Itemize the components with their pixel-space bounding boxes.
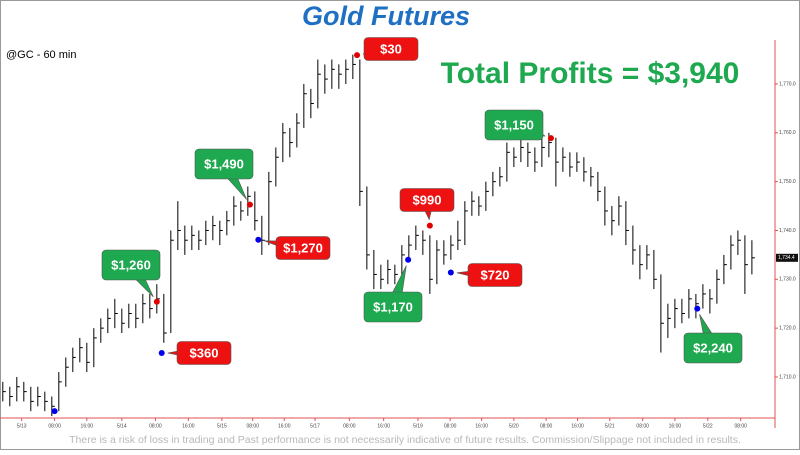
x-tick-label: 08:00 xyxy=(444,423,457,429)
callout-box xyxy=(275,236,331,260)
trade-dot xyxy=(447,269,454,276)
callout-box xyxy=(467,263,523,287)
callout-box xyxy=(363,37,419,61)
chart-title: Gold Futures xyxy=(302,1,470,31)
y-tick-label: 1,710.0 xyxy=(779,374,796,380)
trade-dot xyxy=(694,305,701,312)
callout-label: $360 xyxy=(190,345,219,360)
last-price-label: 1,734.4 xyxy=(778,255,795,261)
total-profits: Total Profits = $3,940 xyxy=(441,57,740,90)
x-tick-label: 08:00 xyxy=(149,423,162,429)
callout-box xyxy=(484,109,544,141)
trade-dot xyxy=(547,135,554,142)
callout-label: $1,270 xyxy=(283,240,323,255)
last-price-box xyxy=(776,253,798,262)
x-tick-label: 5/22 xyxy=(703,423,713,429)
callout-label: $1,490 xyxy=(204,156,244,171)
callout-box xyxy=(399,188,455,212)
trade-dot xyxy=(246,201,253,208)
x-tick-label: 16:00 xyxy=(278,423,291,429)
x-tick-label: 16:00 xyxy=(669,423,682,429)
callout-label: $1,150 xyxy=(494,117,534,132)
callout-box xyxy=(101,249,161,281)
callout-label: $1,260 xyxy=(111,257,151,272)
trade-dot xyxy=(405,256,412,263)
x-tick-label: 08:00 xyxy=(734,423,747,429)
x-tick-label: 5/13 xyxy=(17,423,27,429)
x-tick-label: 5/15 xyxy=(217,423,227,429)
callout-box xyxy=(194,148,254,180)
y-tick-label: 1,740.0 xyxy=(779,228,796,234)
callout-label: $720 xyxy=(481,267,510,282)
callout-label: $1,170 xyxy=(373,299,413,314)
x-tick-label: 5/20 xyxy=(509,423,519,429)
x-tick-label: 08:00 xyxy=(343,423,356,429)
callout-box xyxy=(683,332,743,364)
symbol-label: @GC - 60 min xyxy=(6,49,76,61)
trade-dot xyxy=(354,52,361,59)
y-tick-label: 1,760.0 xyxy=(779,130,796,136)
y-tick-label: 1,770.0 xyxy=(779,81,796,87)
trade-dot xyxy=(158,350,165,357)
x-tick-label: 5/14 xyxy=(117,423,127,429)
y-tick-label: 1,730.0 xyxy=(779,277,796,283)
x-tick-label: 5/21 xyxy=(605,423,615,429)
y-tick-label: 1,720.0 xyxy=(779,325,796,331)
x-tick-label: 16:00 xyxy=(475,423,488,429)
callout-box xyxy=(176,341,232,365)
callout-label: $2,240 xyxy=(693,340,733,355)
x-tick-label: 5/17 xyxy=(310,423,320,429)
disclaimer: There is a risk of loss in trading and P… xyxy=(69,434,741,446)
x-tick-label: 08:00 xyxy=(540,423,553,429)
x-tick-label: 5/19 xyxy=(413,423,423,429)
x-tick-label: 08:00 xyxy=(246,423,259,429)
callout-box xyxy=(363,291,423,323)
x-tick-label: 16:00 xyxy=(81,423,94,429)
callout-label: $30 xyxy=(380,41,402,56)
x-tick-label: 16:00 xyxy=(571,423,584,429)
trade-dot xyxy=(51,408,58,415)
y-tick-label: 1,750.0 xyxy=(779,179,796,185)
x-tick-label: 08:00 xyxy=(636,423,649,429)
x-tick-label: 16:00 xyxy=(377,423,390,429)
trade-dot xyxy=(255,236,262,243)
x-tick-label: 08:00 xyxy=(48,423,61,429)
trade-dot xyxy=(153,298,160,305)
callout-label: $990 xyxy=(413,192,442,207)
x-tick-label: 16:00 xyxy=(182,423,195,429)
trade-dot xyxy=(426,222,433,229)
